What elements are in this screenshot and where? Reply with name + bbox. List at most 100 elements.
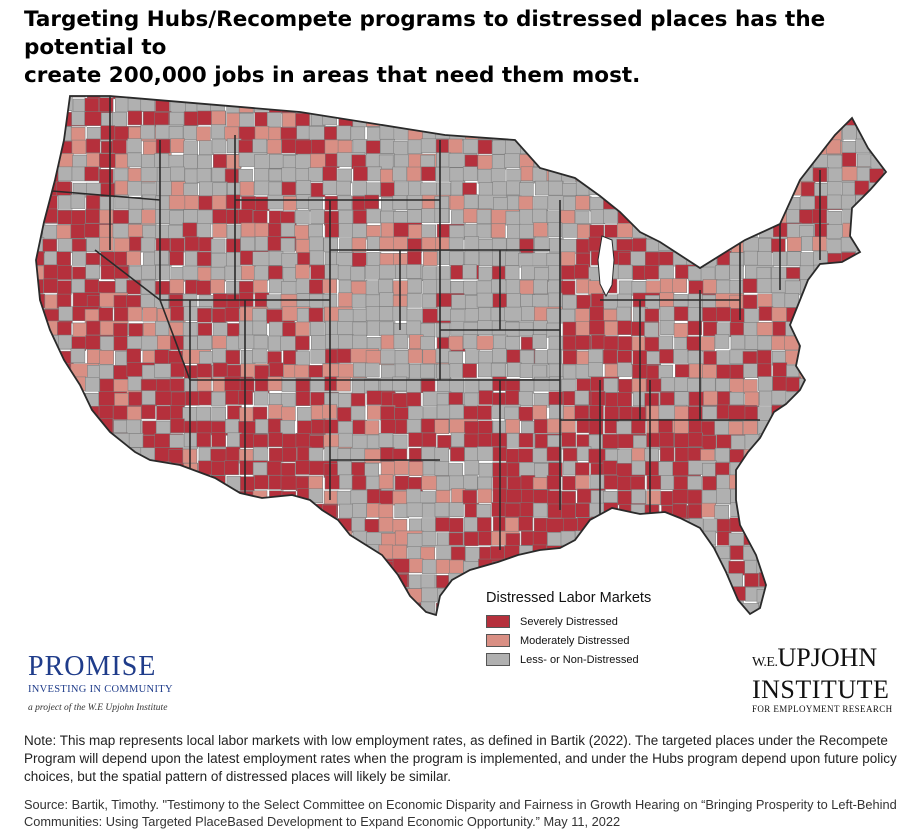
county-cell xyxy=(547,532,562,547)
county-cell xyxy=(183,531,212,547)
county-cell xyxy=(618,336,633,351)
county-cell xyxy=(101,545,116,560)
county-cell xyxy=(352,210,368,225)
county-cell xyxy=(366,503,381,518)
county-cell xyxy=(463,405,478,421)
county-cell xyxy=(617,209,647,224)
county-cell xyxy=(450,113,465,128)
county-cell xyxy=(870,631,884,640)
county-cell xyxy=(239,407,254,422)
county-cell xyxy=(490,99,520,114)
county-cell xyxy=(589,110,604,125)
county-cell xyxy=(702,111,732,127)
county-cell xyxy=(58,392,74,408)
county-cell xyxy=(827,211,842,226)
county-cell xyxy=(98,461,113,476)
county-cell xyxy=(630,476,646,491)
county-cell xyxy=(364,420,380,435)
county-cell xyxy=(546,253,562,268)
county-cell xyxy=(884,532,886,548)
county-cell xyxy=(84,447,100,463)
county-cell xyxy=(140,124,155,140)
county-cell xyxy=(575,195,590,211)
county-cell xyxy=(897,140,911,154)
county-cell xyxy=(294,96,310,112)
county-cell xyxy=(659,349,674,364)
county-cell xyxy=(716,489,731,504)
county-cell xyxy=(771,531,786,546)
county-cell xyxy=(420,378,436,393)
county-cell xyxy=(898,295,920,309)
county-cell xyxy=(618,154,634,169)
county-cell xyxy=(603,517,618,532)
county-cell xyxy=(308,236,324,252)
county-cell xyxy=(43,476,58,492)
county-cell xyxy=(379,321,394,337)
county-cell xyxy=(140,532,155,547)
county-cell xyxy=(434,419,450,434)
county-cell xyxy=(478,531,493,546)
county-cell xyxy=(338,617,352,631)
county-cell xyxy=(799,209,814,225)
county-cell xyxy=(898,531,912,545)
county-cell xyxy=(421,96,450,98)
county-cell xyxy=(113,572,128,588)
county-cell xyxy=(759,391,774,406)
county-cell xyxy=(141,154,156,169)
county-cell xyxy=(364,194,380,210)
county-cell xyxy=(842,392,857,407)
county-cell xyxy=(338,432,353,448)
county-cell xyxy=(254,365,270,380)
county-cell xyxy=(295,335,310,351)
county-cell xyxy=(196,432,211,448)
county-cell xyxy=(308,488,324,504)
county-cell xyxy=(126,348,141,363)
county-cell xyxy=(421,446,436,462)
county-cell xyxy=(491,278,506,294)
county-cell xyxy=(463,96,478,112)
county-cell xyxy=(491,348,507,363)
county-cell xyxy=(730,98,746,113)
county-cell xyxy=(576,238,591,254)
county-cell xyxy=(211,406,226,422)
county-cell xyxy=(617,96,632,112)
county-cell xyxy=(198,600,214,615)
county-cell xyxy=(715,168,730,183)
county-cell xyxy=(728,421,744,436)
county-cell xyxy=(268,96,297,99)
county-cell xyxy=(532,125,547,141)
county-cell xyxy=(98,168,114,184)
county-cell xyxy=(605,166,620,182)
county-cell xyxy=(771,589,786,604)
county-cell xyxy=(828,390,843,405)
county-cell xyxy=(757,251,772,266)
county-cell xyxy=(392,96,408,100)
county-cell xyxy=(826,194,842,210)
county-cell xyxy=(675,197,690,212)
county-cell xyxy=(140,574,169,589)
county-cell xyxy=(464,617,478,631)
county-cell xyxy=(254,629,268,640)
county-cell xyxy=(478,266,493,282)
county-cell xyxy=(435,517,450,532)
county-cell xyxy=(449,559,464,575)
county-cell xyxy=(85,544,100,560)
county-cell xyxy=(254,196,270,211)
county-cell xyxy=(351,517,366,532)
county-cell xyxy=(477,405,492,420)
county-cell xyxy=(58,306,74,321)
county-cell xyxy=(380,168,395,184)
county-cell xyxy=(604,154,619,169)
county-cell xyxy=(115,153,130,169)
county-cell xyxy=(883,124,886,139)
county-cell xyxy=(883,308,886,323)
county-cell xyxy=(169,531,185,546)
county-cell xyxy=(183,490,212,505)
county-cell xyxy=(756,489,785,505)
county-cell xyxy=(798,348,828,363)
county-cell xyxy=(72,518,87,534)
county-cell xyxy=(436,475,451,491)
county-cell xyxy=(183,629,197,640)
county-cell xyxy=(211,167,227,183)
county-cell xyxy=(856,153,872,169)
